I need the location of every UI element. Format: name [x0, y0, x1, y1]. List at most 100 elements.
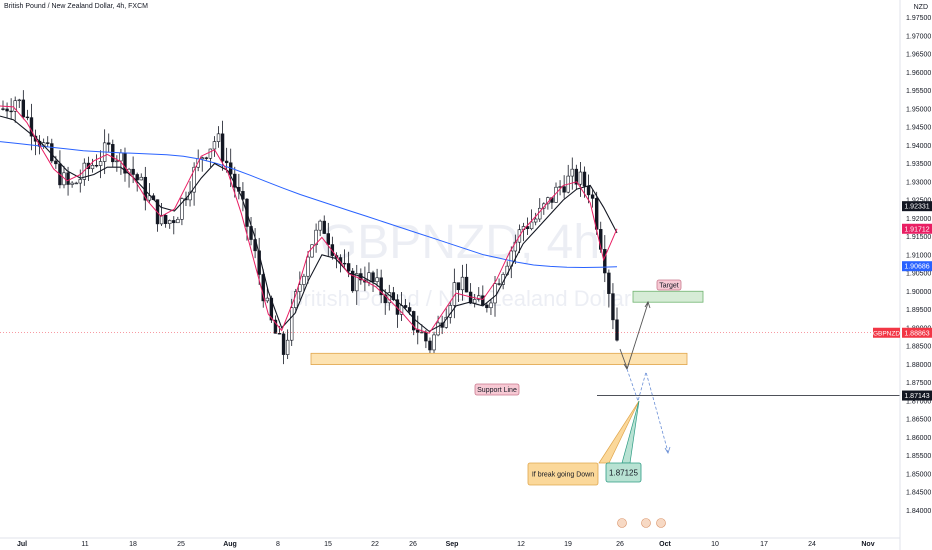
- candle-body: [607, 272, 611, 294]
- candle-body: [111, 144, 115, 163]
- candle-body: [310, 244, 314, 258]
- break-price-note: 1.87125: [609, 468, 638, 477]
- price-tag: 1.88863: [904, 330, 929, 337]
- candle-body: [464, 276, 469, 293]
- candle-body: [318, 220, 322, 231]
- target-zone: [632, 290, 704, 303]
- candle-body: [611, 293, 615, 321]
- support-line-label: Support Line: [477, 387, 517, 394]
- candle-body: [615, 319, 619, 341]
- candle-body: [411, 311, 416, 331]
- candle-body: [570, 168, 574, 177]
- candle-body: [371, 272, 375, 282]
- y-tick-label: 1.94000: [906, 143, 931, 150]
- candle-body: [477, 295, 481, 300]
- candle-body: [285, 339, 290, 355]
- candle-body: [586, 185, 591, 196]
- y-tick-label: 1.85000: [906, 471, 931, 478]
- x-tick-label: 10: [711, 541, 719, 548]
- symbol-tag-bg: [873, 327, 900, 338]
- price-tag-bg: [902, 223, 932, 234]
- candle-body: [432, 334, 436, 351]
- y-tick-label: 1.90000: [906, 289, 931, 296]
- y-tick-label: 1.84000: [906, 508, 931, 515]
- y-tick-label: 1.95500: [906, 88, 931, 95]
- x-tick-label: 17: [760, 541, 768, 548]
- candle-body: [107, 142, 111, 145]
- target-label: Target: [659, 282, 679, 289]
- candle-body: [131, 168, 135, 175]
- chart-title: British Pound / New Zealand Dollar, 4h, …: [4, 3, 148, 10]
- candle-body: [139, 176, 143, 181]
- candle-body: [391, 292, 396, 301]
- candle-body: [481, 295, 485, 306]
- candle-body: [261, 274, 265, 302]
- candle-body: [322, 220, 326, 234]
- price-tag-bg: [902, 261, 932, 272]
- arrow-head-target: [644, 300, 651, 309]
- candle-body: [172, 220, 176, 224]
- candle-body: [281, 333, 286, 355]
- candle-body: [277, 333, 282, 335]
- support-zone: [310, 352, 688, 365]
- y-tick-label: 1.86000: [906, 435, 931, 442]
- x-tick-label: 18: [129, 541, 137, 548]
- event-icon: [656, 518, 666, 528]
- candle-body: [21, 99, 26, 118]
- candle-body: [216, 133, 221, 142]
- candle-body: [119, 152, 123, 162]
- candle-body: [168, 220, 172, 224]
- candle-body: [387, 292, 391, 304]
- support-line-label-bg: [474, 383, 520, 396]
- price-tag: 1.90686: [904, 264, 929, 271]
- sma-red-line: [0, 105, 618, 334]
- candle-body: [115, 160, 119, 163]
- candle-body: [298, 284, 302, 292]
- y-tick-label: 1.93000: [906, 179, 931, 186]
- y-tick-label: 1.96500: [906, 52, 931, 59]
- event-icon: [617, 518, 627, 528]
- candle-body: [444, 316, 448, 328]
- price-tag: 1.87143: [904, 393, 929, 400]
- candle-body: [29, 117, 34, 137]
- candle-body: [176, 218, 180, 224]
- candle-body: [383, 294, 387, 304]
- watermark: GBPNZD, 4h British Pound / New Zealand Do…: [289, 216, 631, 311]
- candle-body: [159, 214, 164, 225]
- candle-body: [375, 277, 379, 282]
- candle-body: [493, 283, 497, 304]
- x-tick-label: 19: [564, 541, 572, 548]
- price-tag-bg: [902, 201, 932, 212]
- sma-black-line: [0, 115, 618, 333]
- candle-body: [98, 161, 103, 166]
- y-tick-label: 1.91000: [906, 252, 931, 259]
- candle-body: [78, 179, 82, 184]
- candle-body: [180, 198, 184, 220]
- x-tick-label: Aug: [223, 541, 237, 548]
- candle-body: [456, 282, 461, 291]
- currency-label: NZD: [913, 4, 928, 11]
- candle-body: [200, 157, 204, 160]
- candle-body: [497, 283, 501, 285]
- y-tick-label: 1.84500: [906, 490, 931, 497]
- candle-body: [350, 270, 355, 292]
- y-tick-label: 1.91500: [906, 234, 931, 241]
- candle-body: [403, 305, 408, 308]
- y-tick-label: 1.89500: [906, 307, 931, 314]
- candle-body: [54, 160, 58, 165]
- y-tick-label: 1.87000: [906, 398, 931, 405]
- candle-body: [94, 164, 99, 167]
- candle-body: [273, 319, 278, 334]
- price-tag: 1.92331: [904, 204, 929, 211]
- candle-body: [257, 250, 261, 275]
- y-tick-label: 1.97500: [906, 15, 931, 22]
- candle-body: [90, 164, 95, 170]
- callout-pointer: [598, 400, 640, 464]
- break-note: If break going Down: [532, 471, 594, 478]
- candle-body: [70, 182, 74, 185]
- candle-body: [66, 172, 70, 185]
- price-pointer: [621, 400, 640, 464]
- candle-body: [424, 331, 428, 342]
- x-tick-label: 26: [616, 541, 624, 548]
